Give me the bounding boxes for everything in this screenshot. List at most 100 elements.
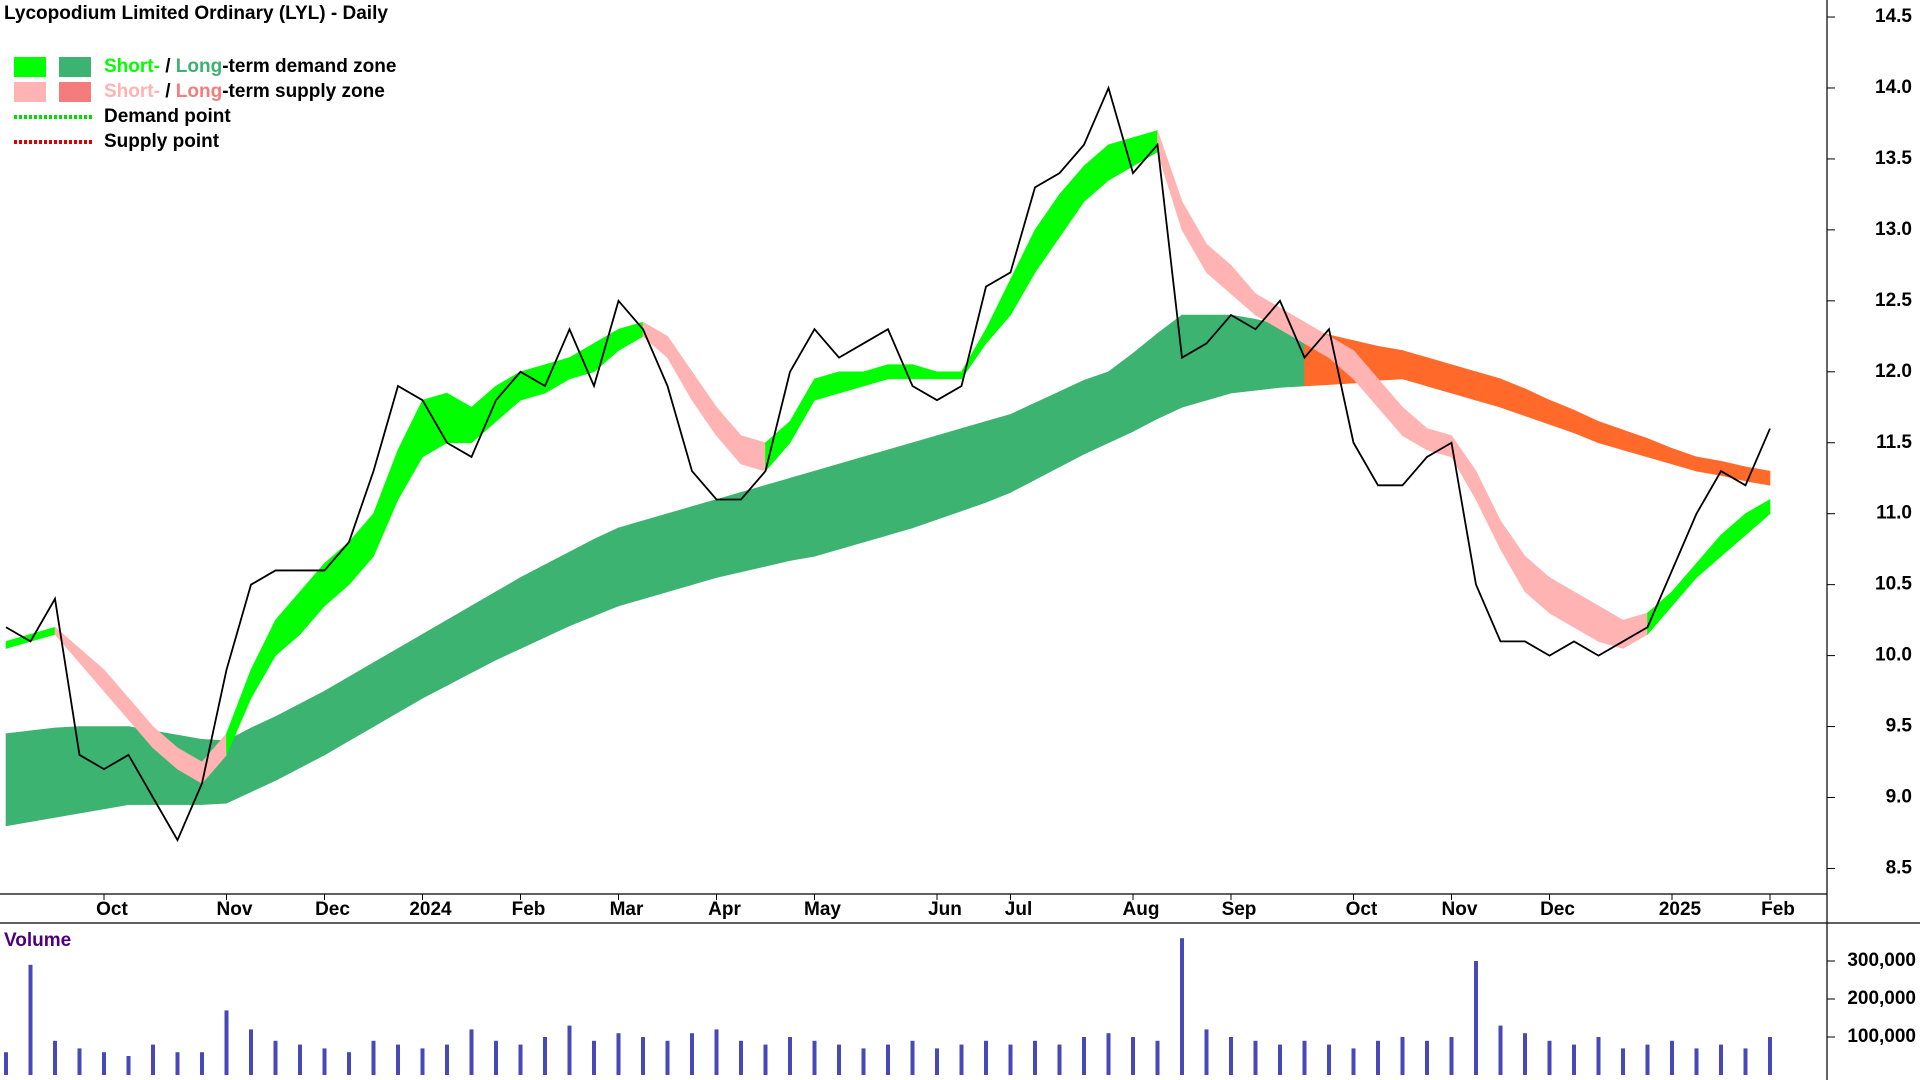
volume-bar xyxy=(200,1052,204,1075)
volume-tick-label: 100,000 xyxy=(1847,1026,1916,1047)
legend-swatch xyxy=(59,57,91,77)
long-term-zone xyxy=(691,499,717,586)
volume-bar xyxy=(1743,1048,1748,1075)
volume-bar xyxy=(28,964,33,1075)
x-tick-label: Jul xyxy=(1005,899,1032,920)
volume-bar xyxy=(469,1029,474,1075)
volume-bar xyxy=(592,1040,596,1075)
y-tick-label: 8.5 xyxy=(1886,857,1913,878)
legend-text: Long xyxy=(176,81,222,102)
volume-bar xyxy=(886,1044,890,1075)
volume-bar xyxy=(1327,1044,1331,1075)
volume-bar xyxy=(1204,1029,1209,1075)
legend-text: -term demand zone xyxy=(222,56,396,77)
long-term-zone xyxy=(30,727,56,822)
legend-text: Short- xyxy=(104,56,160,77)
volume-bar xyxy=(1596,1037,1601,1075)
y-tick-label: 11.0 xyxy=(1876,503,1912,524)
volume-bar xyxy=(4,1052,8,1075)
legend-label: Supply point xyxy=(104,131,220,152)
volume-bar xyxy=(249,1029,253,1075)
legend-text: Short- xyxy=(104,81,160,102)
long-term-zone xyxy=(716,492,742,578)
volume-bar xyxy=(910,1040,915,1075)
volume-bar xyxy=(1376,1040,1380,1075)
legend-label: Short- / Long-term supply zone xyxy=(104,81,385,102)
volume-bar xyxy=(102,1052,106,1075)
volume-bar xyxy=(984,1040,988,1075)
volume-bar xyxy=(1278,1044,1282,1075)
volume-bar xyxy=(1057,1044,1062,1075)
x-tick-label: Mar xyxy=(610,899,644,920)
y-tick-label: 10.0 xyxy=(1875,645,1912,666)
volume-bar xyxy=(1670,1040,1674,1075)
x-tick-label: Oct xyxy=(96,899,128,920)
long-term-zone xyxy=(471,591,497,674)
chart-title: Lycopodium Limited Ordinary (LYL) - Dail… xyxy=(4,3,388,24)
long-term-zone xyxy=(544,551,570,638)
volume-bar xyxy=(739,1040,743,1075)
volume-bar xyxy=(1572,1044,1576,1075)
volume-bar xyxy=(518,1044,523,1075)
long-term-zone xyxy=(1034,391,1060,481)
long-term-zone xyxy=(446,605,472,686)
x-tick-label: Dec xyxy=(1540,899,1575,920)
long-term-zone xyxy=(593,527,619,617)
x-tick-label: Apr xyxy=(708,899,741,920)
short-term-zone xyxy=(936,371,962,380)
long-term-zone xyxy=(520,564,546,649)
volume-bar xyxy=(641,1037,645,1075)
volume-bar xyxy=(494,1040,498,1075)
volume-bar xyxy=(1351,1048,1356,1075)
legend-text: / xyxy=(160,56,176,77)
volume-bar xyxy=(616,1033,621,1075)
legend-text: / xyxy=(160,81,176,102)
long-term-zone xyxy=(1377,345,1403,381)
long-term-zone xyxy=(740,484,766,573)
volume-bar xyxy=(175,1052,180,1075)
long-term-zone xyxy=(299,690,325,769)
volume-bar xyxy=(1155,1040,1160,1075)
volume-bar xyxy=(690,1033,694,1075)
legend: Short- / Long-term demand zone Short- / L… xyxy=(14,56,396,152)
volume-bar xyxy=(763,1044,768,1075)
volume-bar xyxy=(1229,1037,1233,1075)
long-term-zone xyxy=(1083,371,1109,455)
volume-bar xyxy=(543,1037,547,1075)
legend-swatch xyxy=(14,57,46,77)
volume-layer xyxy=(4,938,1772,1075)
volume-bar xyxy=(224,1010,229,1075)
volume-bar xyxy=(77,1048,82,1075)
long-term-zone xyxy=(985,413,1011,503)
x-tick-label: Nov xyxy=(1442,899,1478,920)
legend-swatch xyxy=(59,82,91,102)
short-term-zone xyxy=(1745,498,1771,536)
y-tick-label: 9.5 xyxy=(1886,716,1913,737)
y-tick-label: 13.0 xyxy=(1875,219,1912,240)
volume-bar xyxy=(1302,1040,1307,1075)
volume-bar xyxy=(935,1048,939,1075)
volume-bar xyxy=(1082,1037,1086,1075)
volume-bar xyxy=(837,1044,841,1075)
volume-tick-label: 300,000 xyxy=(1847,950,1916,971)
long-term-zone xyxy=(495,577,521,661)
volume-bar xyxy=(420,1048,425,1075)
volume-bar xyxy=(1131,1037,1135,1075)
long-term-zone xyxy=(250,716,276,793)
volume-bar xyxy=(347,1052,351,1075)
volume-bar xyxy=(371,1040,376,1075)
x-tick-label: Aug xyxy=(1123,899,1160,920)
volume-bar xyxy=(53,1040,57,1075)
volume-bar xyxy=(1474,961,1478,1075)
volume-bar xyxy=(714,1029,719,1075)
volume-bar xyxy=(788,1037,792,1075)
volume-bar xyxy=(322,1048,327,1075)
x-tick-label: 2025 xyxy=(1659,899,1702,920)
x-tick-label: 2024 xyxy=(409,899,452,920)
volume-bar xyxy=(1523,1033,1527,1075)
long-term-zone xyxy=(1010,402,1036,493)
long-term-zone xyxy=(912,435,938,529)
volume-bar xyxy=(1768,1037,1772,1075)
volume-bar xyxy=(1008,1044,1013,1075)
long-term-zone xyxy=(569,538,595,627)
